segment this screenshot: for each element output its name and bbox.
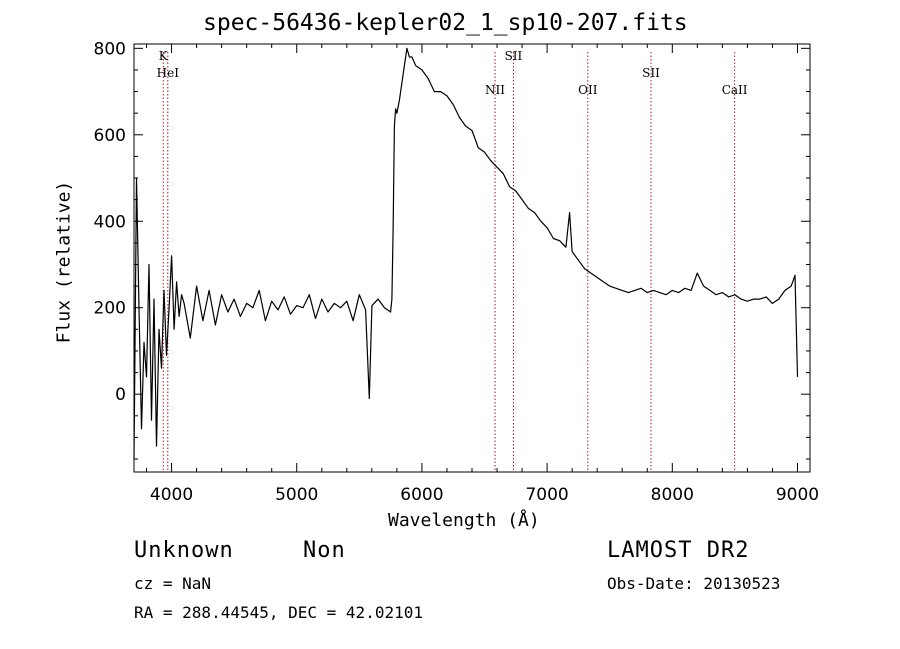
marker-label-oii: OII (578, 83, 598, 97)
x-tick-label: 8000 (651, 485, 694, 505)
marker-label-k: K (159, 49, 169, 63)
marker-label-sii: SII (642, 66, 660, 80)
obs-date: Obs-Date: 20130523 (607, 574, 781, 593)
spectrum-series (133, 47, 799, 460)
survey-name: LAMOST DR2 (607, 538, 750, 563)
x-axis-label: Wavelength (Å) (388, 510, 540, 531)
plot-area-border (133, 43, 811, 473)
y-tick-label: 600 (94, 126, 126, 146)
x-tick-label: 6000 (400, 485, 443, 505)
emission-line-markers: K HeI NII SII OII SII CaII (157, 49, 748, 472)
marker-label-nii: NII (485, 83, 505, 97)
marker-label-sii: SII (505, 49, 523, 63)
y-tick-label: 800 (94, 39, 126, 59)
plot-frame (133, 43, 811, 473)
y-tick-label: 0 (115, 385, 126, 405)
marker-label-hei: HeI (157, 66, 180, 80)
marker-label-caii: CaII (722, 83, 748, 97)
chart-title: spec-56436-kepler02_1_sp10-207.fits (203, 10, 688, 36)
x-tick-label: 5000 (275, 485, 318, 505)
y-tick-label: 400 (94, 212, 126, 232)
object-name: Unknown (134, 538, 234, 563)
axis-ticks: 4000 5000 6000 7000 8000 9000 0 200 400 600 800 (94, 39, 820, 505)
y-tick-label: 200 (94, 299, 126, 319)
spectrum-line (133, 47, 799, 460)
coordinates-text: RA = 288.44545, DEC = 42.02101 (134, 603, 423, 622)
redshift-text: cz = NaN (134, 574, 212, 593)
object-class: Non (303, 538, 346, 563)
x-tick-label: 9000 (776, 485, 819, 505)
y-axis-label: Flux (relative) (53, 180, 75, 344)
x-tick-label: 4000 (150, 485, 193, 505)
x-tick-label: 7000 (525, 485, 568, 505)
